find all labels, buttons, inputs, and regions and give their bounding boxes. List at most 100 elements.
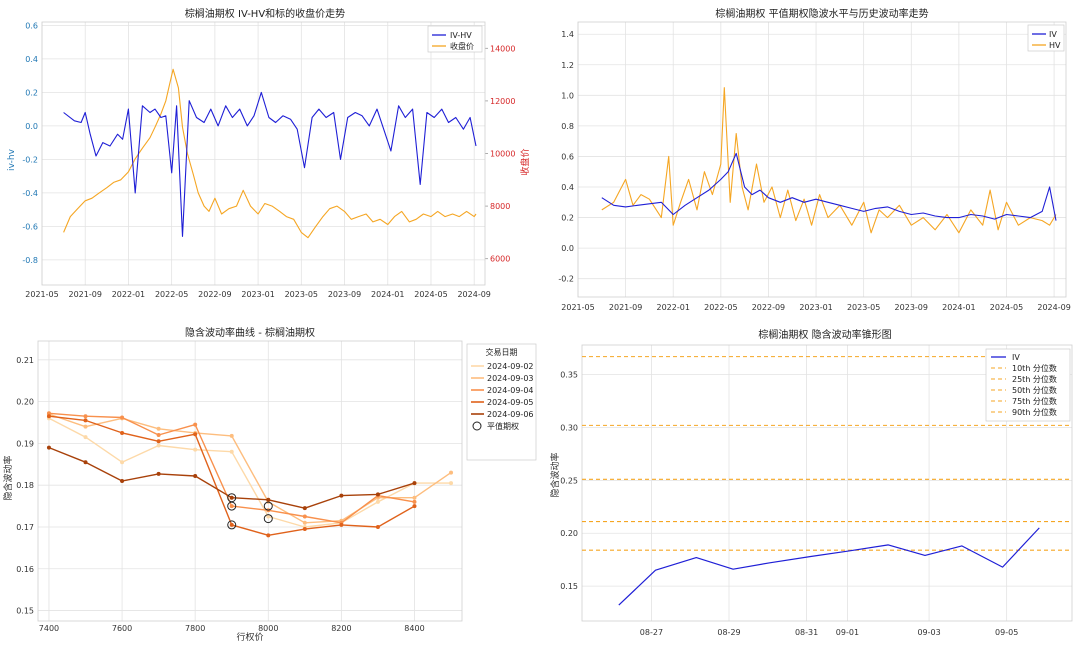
data-point: [156, 426, 161, 431]
chart-title: 棕榈油期权 平值期权隐波水平与历史波动率走势: [715, 7, 928, 20]
x-tick-label: 2022-09: [198, 290, 231, 299]
plot-frame: [37, 340, 463, 622]
x-tick-label: 8200: [331, 624, 351, 633]
data-point: [412, 504, 417, 509]
data-point: [339, 522, 344, 527]
legend-label: 90th 分位数: [1012, 407, 1057, 417]
y-tick-label: 0.0: [561, 244, 574, 253]
chart-iv-smile-svg: 隐含波动率曲线 - 棕榈油期权 行权价 隐含波动率 7400 7600 7800 80…: [2, 326, 537, 643]
plot-frame: [581, 344, 1073, 622]
x-tick-label: 2023-09: [328, 290, 361, 299]
series-line-2024-09-02: [48, 417, 451, 528]
legend-label: IV: [1012, 353, 1020, 362]
chart-iv-hv-close-svg: 棕榈油期权 IV-HV和标的收盘价走势 iv-hv 收盘价 2021-05 202…: [7, 7, 531, 299]
y-tick-label: 0.17: [16, 523, 34, 532]
data-point: [156, 439, 161, 444]
data-point: [120, 430, 125, 435]
x-tick-label: 08-29: [717, 628, 740, 637]
legend-label: 收盘价: [450, 41, 474, 51]
data-point: [193, 422, 198, 427]
data-point: [229, 504, 234, 509]
y-right-tick-label: 8000: [490, 202, 510, 211]
data-point: [302, 520, 307, 525]
data-point: [193, 473, 198, 478]
y-right-tick-label: 10000: [490, 150, 515, 159]
x-tick-label: 2022-05: [155, 290, 188, 299]
chart-iv-cone: 棕榈油期权 隐含波动率锥形图 隐含波动率 08-27 08-29 08-31 09-0…: [540, 323, 1080, 646]
data-point: [449, 470, 454, 475]
y-tick-label: 0.15: [16, 607, 34, 616]
data-point: [83, 414, 88, 419]
atm-marker: [227, 520, 237, 530]
x-tick-label: 2021-09: [69, 290, 102, 299]
y-tick-label: 0.18: [16, 481, 34, 490]
data-point: [229, 495, 234, 500]
x-tick-label: 8000: [258, 624, 278, 633]
y-axis-label: iv-hv: [7, 148, 17, 171]
chart-title: 棕榈油期权 隐含波动率锥形图: [758, 328, 891, 341]
data-point: [229, 449, 234, 454]
legend-label: 50th 分位数: [1012, 385, 1057, 395]
x-tick-label: 2023-01: [241, 290, 274, 299]
x-tick-label: 2022-09: [752, 303, 785, 312]
x-tick-label: 09-05: [995, 628, 1018, 637]
y-tick-label: 1.2: [561, 61, 574, 70]
data-point: [83, 418, 88, 423]
y-axis-right-label: 收盘价: [519, 148, 531, 175]
x-tick-label: 2022-05: [704, 303, 737, 312]
data-point: [375, 524, 380, 529]
x-tick-label: 09-01: [836, 628, 859, 637]
data-point: [229, 522, 234, 527]
data-point: [83, 424, 88, 429]
data-point: [375, 499, 380, 504]
x-tick-label: 8400: [404, 624, 424, 633]
y-tick-label: -0.8: [22, 256, 38, 265]
data-point: [302, 506, 307, 511]
y-tick-label: -0.2: [22, 155, 38, 164]
x-tick-label: 7400: [39, 624, 59, 633]
y-tick-label: 0.25: [560, 476, 578, 485]
data-point: [449, 481, 454, 486]
data-point: [46, 414, 51, 419]
data-point: [46, 411, 51, 416]
data-point: [156, 443, 161, 448]
y-tick-label: 1.4: [561, 30, 574, 39]
x-tick-label: 2024-09: [1037, 303, 1070, 312]
y-tick-label: 0.19: [16, 439, 34, 448]
plot-frame: [41, 21, 486, 286]
data-point: [412, 495, 417, 500]
data-point: [339, 493, 344, 498]
chart-iv-cone-svg: 棕榈油期权 隐含波动率锥形图 隐含波动率 08-27 08-29 08-31 09-0…: [549, 328, 1073, 637]
y-tick-label: -0.4: [22, 189, 38, 198]
y-tick-label: 0.30: [560, 423, 578, 432]
x-tick-label: 2024-01: [942, 303, 975, 312]
chart-atm-iv-hv-svg: 棕榈油期权 平值期权隐波水平与历史波动率走势 2021-05 2021-09 202…: [558, 7, 1070, 312]
y-tick-label: 0.6: [25, 21, 38, 30]
x-tick-label: 2023-05: [285, 290, 318, 299]
data-point: [83, 435, 88, 440]
x-tick-label: 2024-09: [457, 290, 490, 299]
y-tick-label: 0.21: [16, 356, 34, 365]
legend-label: IV: [1049, 30, 1057, 39]
x-tick-label: 08-31: [795, 628, 818, 637]
legend-label: 2024-09-02: [487, 362, 534, 371]
data-point: [156, 433, 161, 438]
data-point: [229, 433, 234, 438]
x-tick-label: 09-03: [917, 628, 940, 637]
plot-frame: [577, 21, 1067, 298]
y-right-tick-label: 12000: [490, 97, 515, 106]
data-point: [302, 527, 307, 532]
legend-label: 25th 分位数: [1012, 374, 1057, 384]
y-tick-label: 0.6: [561, 152, 574, 161]
y-axis-label: 隐含波动率: [2, 455, 14, 500]
legend-label: 2024-09-04: [487, 386, 534, 395]
legend-label: 2024-09-06: [487, 410, 534, 419]
legend-label: 2024-09-03: [487, 374, 534, 383]
y-tick-label: 0.0: [25, 122, 38, 131]
y-tick-label: 1.0: [561, 91, 574, 100]
series-line-2024-09-03: [48, 413, 452, 524]
legend-label: 平值期权: [487, 421, 519, 431]
series-line-hv: [601, 87, 1057, 234]
legend-label: HV: [1049, 41, 1061, 50]
data-point: [302, 514, 307, 519]
